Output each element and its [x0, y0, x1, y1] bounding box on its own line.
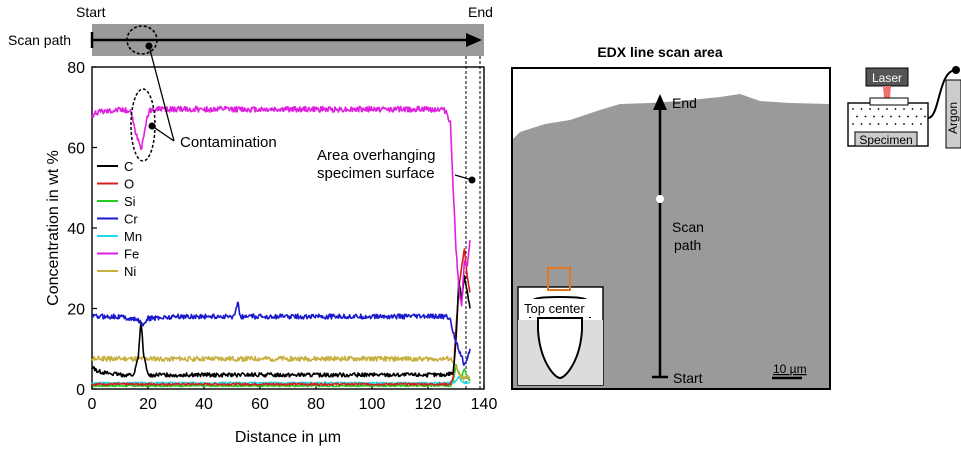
chamber-window	[869, 97, 909, 106]
sem-panel-frame	[511, 67, 831, 390]
strip-contamination-circle	[126, 25, 158, 55]
y-tick-label-20: 20	[67, 302, 85, 319]
legend-label-mn: Mn	[124, 229, 142, 244]
series-line-c	[91, 274, 471, 378]
series-line-cr	[91, 301, 471, 366]
overhang-marker-dot	[468, 176, 476, 184]
inset-label: Top center	[524, 301, 585, 316]
line-chart: 0 20 40 60 80 100 120 140 0 20 40 60 80 Concentratio…	[45, 45, 497, 446]
y-tick-label-0: 0	[76, 382, 85, 399]
sem-scan-path-marker	[656, 195, 664, 203]
legend-label-cr: Cr	[124, 212, 138, 227]
specimen-box	[854, 131, 918, 147]
series-line-ni	[91, 355, 471, 381]
x-tick-label-120: 120	[415, 396, 442, 413]
x-tick-label-40: 40	[195, 396, 213, 413]
series-line-si	[91, 363, 471, 388]
contamination-label: Contamination	[180, 134, 277, 151]
y-tick-label-80: 80	[67, 60, 85, 77]
argon-label: Argon	[946, 102, 960, 134]
series-line-fe	[91, 105, 471, 307]
strip-start-label: Start	[76, 4, 106, 20]
series-layer	[91, 105, 471, 388]
argon-hose	[927, 69, 957, 119]
axis-ticks: 0 20 40 60 80 100 120 140 0 20 40 60 80	[67, 60, 497, 413]
specimen-label: Specimen	[859, 133, 912, 147]
x-tick-label-100: 100	[359, 396, 386, 413]
contamination-leader-2	[148, 45, 175, 142]
top-center-inset: Top center	[517, 267, 604, 386]
scan-path-label: Scan path	[8, 32, 71, 48]
scale-bar-label: 10 µm	[773, 362, 807, 376]
setup-schematic: Laser Specimen Argon	[847, 66, 961, 149]
legend-label-si: Si	[124, 194, 136, 209]
legend-label-ni: Ni	[124, 264, 136, 279]
series-line-o	[91, 248, 471, 386]
overhang-label-line1: Area overhanging	[317, 147, 435, 164]
x-tick-label-140: 140	[471, 396, 498, 413]
sem-scan-path-arrowhead	[653, 94, 667, 110]
x-tick-label-20: 20	[139, 396, 157, 413]
argon-bottle	[945, 79, 961, 149]
argon-valve	[952, 66, 960, 74]
laser-label: Laser	[872, 71, 902, 85]
x-axis-title: Distance in µm	[235, 429, 341, 446]
legend: CO Si Cr Mn Fe Ni	[97, 159, 142, 279]
strip-end-label: End	[468, 4, 493, 20]
overhang-label-line2: specimen surface	[317, 165, 435, 182]
contamination-leader-1	[151, 125, 175, 142]
x-tick-label-0: 0	[88, 396, 97, 413]
chamber-dots	[852, 108, 926, 125]
plot-frame	[91, 66, 485, 390]
sem-scan-label-line2: path	[674, 237, 701, 253]
legend-label-fe: Fe	[124, 247, 139, 262]
inset-orange-marker	[547, 267, 571, 291]
y-tick-label-40: 40	[67, 221, 85, 238]
y-tick-label-60: 60	[67, 141, 85, 158]
sem-scan-label-line1: Scan	[672, 219, 704, 235]
y-axis-title: Concentration in wt %	[45, 150, 62, 306]
legend-label-o: O	[124, 177, 134, 192]
sem-panel-title: EDX line scan area	[597, 44, 723, 60]
legend-label-c: C	[124, 159, 133, 174]
sem-start-label: Start	[673, 370, 703, 386]
scan-path-arrowhead	[466, 33, 482, 47]
x-tick-label-80: 80	[307, 396, 325, 413]
sem-end-label: End	[672, 95, 697, 111]
sem-panel: EDX line scan area End Start Scan path 1…	[511, 44, 831, 390]
x-tick-label-60: 60	[251, 396, 269, 413]
